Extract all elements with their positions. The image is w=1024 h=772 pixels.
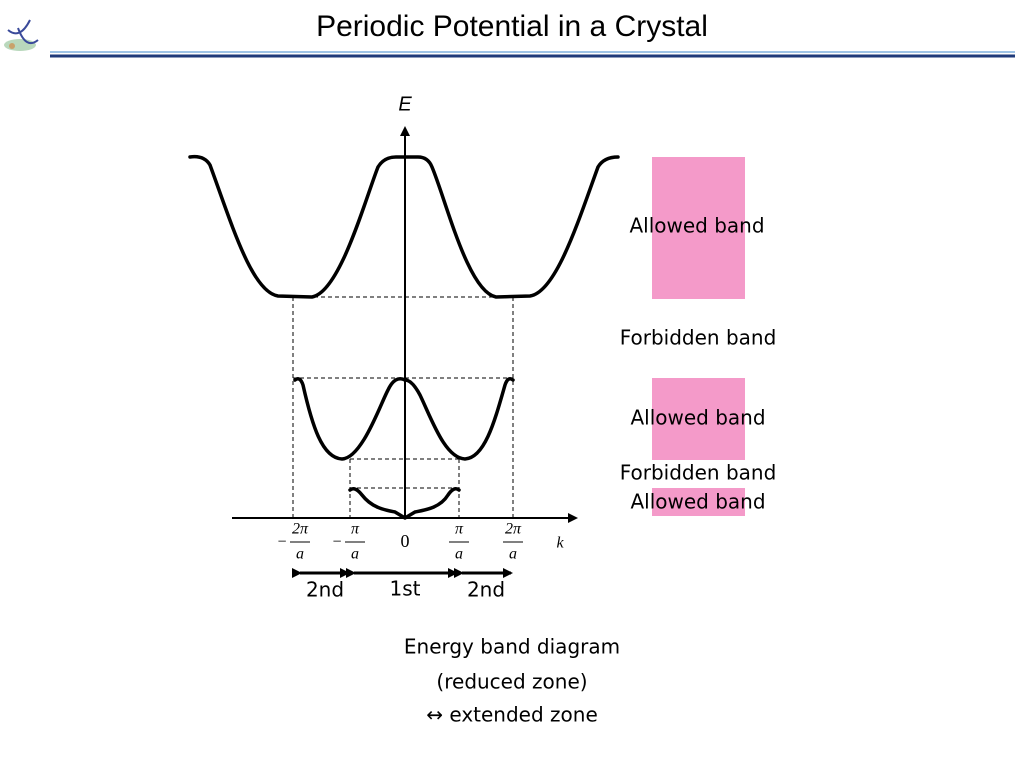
logo bbox=[4, 19, 39, 51]
tick-numerator: 2π bbox=[292, 521, 309, 538]
tick-denominator: a bbox=[455, 546, 463, 563]
slide-title: Periodic Potential in a Crystal bbox=[316, 10, 708, 43]
zone-label: 1st bbox=[390, 577, 421, 601]
caption-line: Energy band diagram bbox=[404, 635, 620, 659]
caption-line: (reduced zone) bbox=[436, 670, 587, 694]
band-label: Forbidden band bbox=[620, 326, 777, 350]
allowed-band-box bbox=[652, 157, 745, 299]
band-curve bbox=[293, 377, 515, 461]
allowed-band-box bbox=[652, 378, 745, 460]
band-label: Allowed band bbox=[629, 214, 764, 238]
tick-denominator: a bbox=[296, 546, 304, 563]
band-label: Allowed band bbox=[630, 406, 765, 430]
axis-label: E bbox=[398, 93, 412, 115]
tick-numerator: π bbox=[351, 521, 360, 538]
band-curve bbox=[348, 487, 461, 520]
tick-sign: − bbox=[277, 534, 286, 551]
band-curve bbox=[188, 154, 620, 299]
axis-label: k bbox=[556, 535, 564, 552]
tick-label: 0 bbox=[401, 531, 410, 551]
tick-denominator: a bbox=[351, 546, 359, 563]
allowed-band-box bbox=[652, 488, 745, 516]
tick-numerator: 2π bbox=[505, 521, 522, 538]
zone-label: 2nd bbox=[306, 578, 344, 602]
tick-sign: − bbox=[332, 534, 341, 551]
tick-denominator: a bbox=[509, 546, 517, 563]
tick-numerator: π bbox=[455, 521, 464, 538]
band-label: Forbidden band bbox=[620, 461, 777, 485]
caption-line: ↔ extended zone bbox=[426, 703, 598, 727]
band-label: Allowed band bbox=[630, 490, 765, 514]
zone-label: 2nd bbox=[467, 578, 505, 602]
guides bbox=[292, 296, 514, 518]
